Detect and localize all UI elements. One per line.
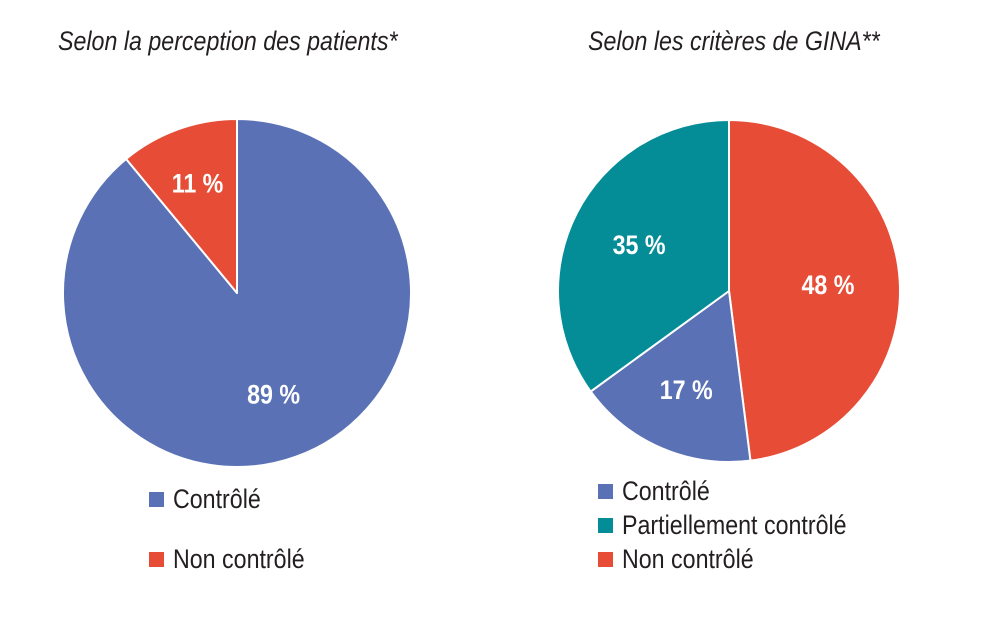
legend-item-partiellement-controle: Partiellement contrôlé [598,508,883,542]
pie-slice-non-controle [125,118,238,294]
legend-item-non-controle: Non contrôlé [149,540,326,578]
legend-swatch-controle [598,483,613,499]
pie-slice-non-controle [728,119,902,462]
legend-swatch-partiellement-controle [598,517,613,533]
pie-chart-patients: 89 % 11 % [62,118,412,468]
chart-title-gina: Selon les critères de GINA** [588,26,880,56]
slice-label-partiellement-controle: 35 % [613,231,666,261]
legend-item-controle: Contrôlé [149,480,326,518]
slice-label-controle: 17 % [660,375,713,405]
legend-label-non-controle: Non contrôlé [622,543,754,574]
legend-label-controle: Contrôlé [173,483,261,514]
slice-label-non-controle: 11 % [172,169,224,199]
legend-swatch-controle [149,491,164,507]
slice-label-controle: 89 % [247,380,300,410]
legend-swatch-non-controle [149,551,164,567]
legend-label-controle: Contrôlé [622,475,710,506]
legend-gina: Contrôlé Partiellement contrôlé Non cont… [598,474,883,576]
legend-item-non-controle: Non contrôlé [598,542,883,576]
pie-slice-controle [589,290,752,463]
pie-slice-partiellement-controle [557,119,730,393]
legend-swatch-non-controle [598,551,613,567]
chart-title-patients: Selon la perception des patients* [58,26,398,56]
pie-chart-gina: 48 % 17 % 35 % [557,119,902,463]
legend-patients: Contrôlé Non contrôlé [149,480,326,600]
legend-label-non-controle: Non contrôlé [173,543,305,574]
slice-label-non-controle: 48 % [802,270,855,300]
legend-label-partiellement-controle: Partiellement contrôlé [622,509,847,540]
legend-item-controle: Contrôlé [598,474,883,508]
